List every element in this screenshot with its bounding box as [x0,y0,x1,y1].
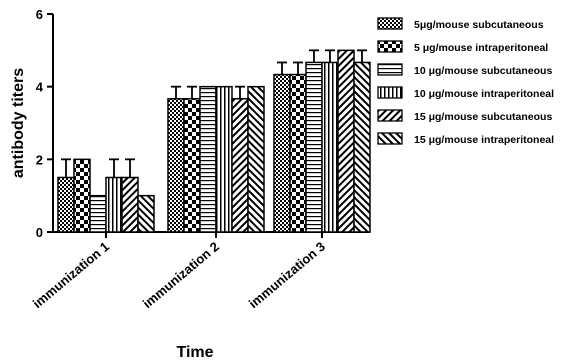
legend-swatch [378,110,402,121]
bar [216,87,232,232]
y-axis-title: antibody titers [10,68,27,178]
y-tick-label: 6 [36,7,43,22]
legend-label: 15 μg/mouse subcutaneous [414,111,552,123]
bar [184,99,200,232]
legend-label: 5μg/mouse subcutaneous [414,19,544,31]
y-tick-label: 0 [36,225,43,240]
bar [354,62,370,232]
legend: 5μg/mouse subcutaneous 5 μg/mouse intrape… [378,18,554,146]
bar [274,75,290,232]
bar [90,196,106,232]
bar [58,178,74,233]
bar [248,87,264,232]
bar [168,99,184,232]
y-tick-label: 4 [36,80,44,95]
bar [322,62,338,232]
bar [200,87,216,232]
legend-swatch [378,64,402,75]
x-tick-label: immunization 1 [30,239,112,311]
legend-swatch [378,87,402,98]
x-tick-label: immunization 3 [246,239,328,311]
legend-label: 5 μg/mouse intraperitoneal [414,42,548,54]
legend-swatch [378,41,402,52]
bar [122,178,138,233]
legend-label: 10 μg/mouse subcutaneous [414,65,552,77]
bar [338,50,354,232]
x-tick-label: immunization 2 [140,239,222,311]
legend-label: 10 μg/mouse intraperitoneal [414,88,554,100]
legend-swatch [378,133,402,144]
bar [74,159,90,232]
bar [106,178,122,233]
bar [138,196,154,232]
bar [290,75,306,232]
legend-swatch [378,18,402,29]
y-tick-label: 2 [36,152,43,167]
x-axis-title: Time [176,344,213,361]
legend-label: 15 μg/mouse intraperitoneal [414,134,554,146]
bars-layer [58,50,370,232]
bar [306,62,322,232]
bar [232,99,248,232]
